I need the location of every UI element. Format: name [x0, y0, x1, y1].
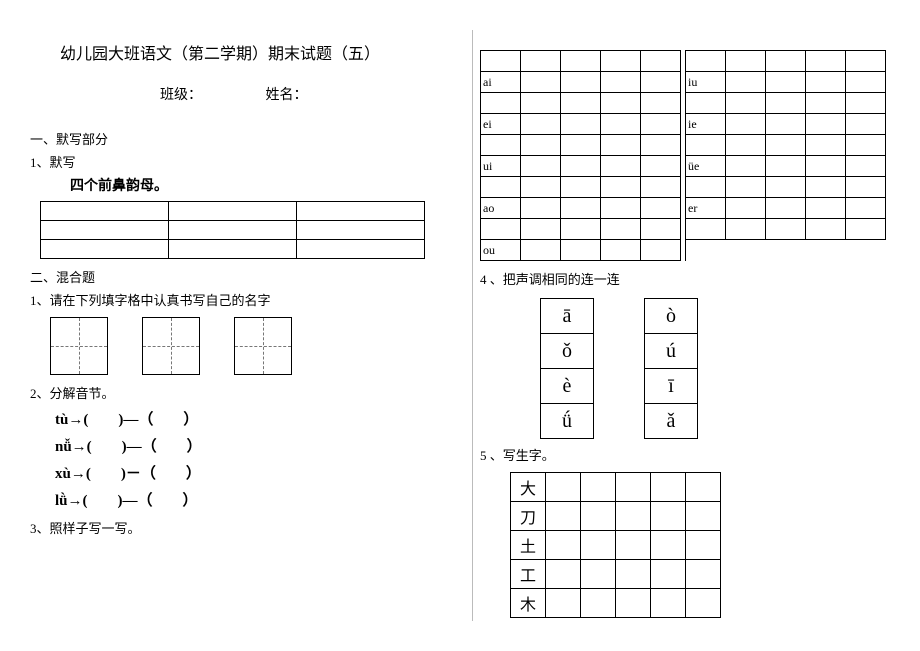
s2-q3-label: 3、照样子写一写。 [30, 518, 460, 537]
match-cell: ǎ [645, 404, 697, 438]
match-cell: ī [645, 369, 697, 404]
section-1-heading: 一、默写部分 [30, 129, 460, 148]
name-label: 姓名： [266, 88, 308, 103]
q5-cell: 大 [511, 473, 546, 502]
bt-cell: ao [481, 198, 521, 219]
class-label: 班级： [160, 88, 202, 103]
match-cell: ò [645, 299, 697, 334]
bt-cell: ui [481, 156, 521, 177]
section-2-heading: 二、混合题 [30, 267, 460, 286]
q1-table [40, 201, 425, 259]
column-divider [472, 30, 473, 621]
bt-cell: üe [686, 156, 726, 177]
q1-label: 1、默写 [30, 152, 460, 171]
pinyin-row: xù→( )－（ ） [55, 466, 201, 482]
header-fields: 班级： 姓名： [160, 84, 460, 104]
s2-q1-label: 1、请在下列填字格中认真书写自己的名字 [30, 290, 460, 309]
pinyin-row: nǚ→( )—（ ） [55, 439, 202, 455]
match-cell: ǘ [541, 404, 593, 438]
pinyin-row: tù→( )—（ ） [55, 412, 198, 428]
bt-cell: ie [686, 114, 726, 135]
bt-cell: iu [686, 72, 726, 93]
tianzige-row [50, 317, 460, 375]
left-column: 幼儿园大班语文（第二学期）期末试题（五） 班级： 姓名： 一、默写部分 1、默写… [30, 20, 460, 618]
pinyin-row: lǜ→( )—（ ） [55, 493, 198, 509]
match-cell: è [541, 369, 593, 404]
tianzige-cell [234, 317, 292, 375]
pinyin-block: tù→( )—（ ） nǚ→( )—（ ） xù→( )－（ ） lǜ→( )—… [55, 408, 460, 510]
q5-cell: 刀 [511, 502, 546, 531]
match-cell: ú [645, 334, 697, 369]
q4-label: 4 、把声调相同的连一连 [480, 269, 900, 288]
tianzige-cell [142, 317, 200, 375]
q5-cell: 木 [511, 589, 546, 618]
bt-cell: er [686, 198, 726, 219]
bt-cell: ei [481, 114, 521, 135]
match-col-a: ā ǒ è ǘ [540, 298, 594, 439]
bt-cell: ou [481, 240, 521, 261]
q1-bold: 四个前鼻韵母。 [70, 175, 460, 195]
match-wrap: ā ǒ è ǘ ò ú ī ǎ [540, 298, 900, 439]
match-col-b: ò ú ī ǎ [644, 298, 698, 439]
s2-q2-label: 2、分解音节。 [30, 383, 460, 402]
right-column: ai iu ei ie ui üe ao er ou 4 、把声调相同的连一连 ā ǒ … [480, 20, 900, 618]
bt-cell: ai [481, 72, 521, 93]
q5-label: 5 、写生字。 [480, 445, 900, 464]
match-cell: ǒ [541, 334, 593, 369]
tianzige-cell [50, 317, 108, 375]
match-cell: ā [541, 299, 593, 334]
q5-grid: 大 刀 土 工 木 [510, 472, 721, 618]
q5-cell: 工 [511, 560, 546, 589]
big-practice-table: ai iu ei ie ui üe ao er ou [480, 50, 886, 261]
q5-cell: 土 [511, 531, 546, 560]
page-title: 幼儿园大班语文（第二学期）期末试题（五） [60, 40, 460, 64]
